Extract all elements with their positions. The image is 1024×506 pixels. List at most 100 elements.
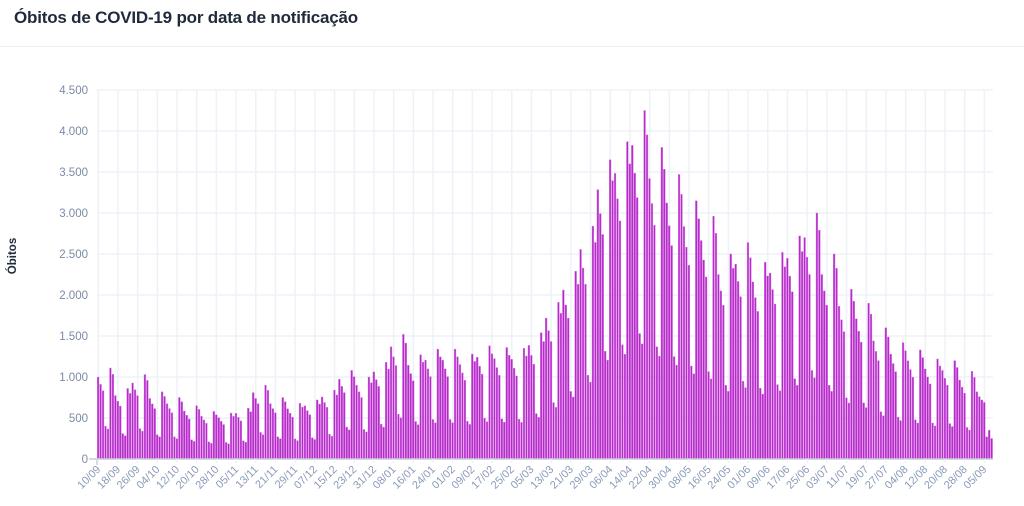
bar	[641, 343, 644, 460]
bar	[200, 415, 203, 460]
bar	[313, 439, 316, 460]
bar	[815, 212, 818, 460]
y-tick-label: 500	[69, 413, 88, 425]
bar	[404, 342, 407, 460]
bar	[350, 370, 353, 460]
bar	[143, 374, 146, 460]
bar	[808, 274, 811, 460]
bar	[717, 274, 720, 460]
bar	[773, 303, 777, 460]
bar	[439, 356, 442, 460]
bar	[737, 281, 740, 460]
bar	[796, 385, 799, 460]
bar	[860, 341, 863, 460]
bar	[414, 421, 417, 460]
bar	[266, 390, 270, 460]
bar	[212, 411, 215, 460]
bar	[591, 225, 594, 460]
bar	[744, 387, 747, 460]
bar	[490, 353, 494, 460]
bar	[367, 376, 370, 460]
bar	[682, 226, 686, 460]
bar	[131, 382, 134, 460]
bar	[343, 392, 346, 460]
bar	[847, 402, 850, 460]
bar	[739, 296, 742, 460]
bar	[764, 262, 767, 460]
bar	[269, 403, 272, 460]
bar	[916, 422, 919, 460]
y-axis: 0 500 1.000 1.500 2.000 2.500 3.000 3.500 4.000 4…	[59, 85, 993, 466]
bar	[921, 357, 924, 460]
bar	[677, 174, 681, 460]
bar	[508, 355, 511, 460]
bar	[165, 403, 169, 460]
bar	[884, 327, 887, 460]
bar	[584, 284, 587, 460]
bar	[897, 416, 900, 460]
bar	[673, 356, 676, 460]
bar	[289, 413, 292, 460]
bar	[225, 442, 228, 460]
bar	[958, 379, 961, 460]
bar	[761, 393, 764, 460]
bar	[599, 213, 602, 460]
bar	[892, 363, 895, 460]
bar	[259, 432, 262, 460]
bar	[791, 291, 794, 460]
bar	[798, 235, 801, 460]
bar	[498, 375, 501, 460]
bar	[609, 159, 612, 460]
bar	[357, 391, 361, 460]
bar	[419, 354, 422, 460]
bar	[690, 365, 693, 460]
bar	[453, 348, 457, 460]
bar	[818, 230, 821, 460]
bar	[210, 443, 213, 460]
bar	[719, 290, 722, 460]
bar	[271, 408, 274, 460]
bar	[988, 430, 991, 460]
bar	[926, 376, 929, 460]
bar	[222, 424, 225, 460]
bar	[660, 147, 663, 460]
bar	[899, 420, 902, 460]
bar	[141, 430, 144, 460]
bar	[559, 313, 562, 460]
bar	[877, 360, 880, 460]
bar	[749, 257, 752, 460]
bar	[129, 393, 132, 460]
bar	[941, 370, 944, 460]
bars	[97, 110, 993, 460]
bar	[365, 431, 368, 460]
bar	[793, 378, 796, 460]
bar	[121, 433, 124, 460]
bar	[532, 364, 535, 460]
bar	[919, 349, 922, 460]
bar	[668, 225, 671, 460]
bar	[869, 313, 873, 460]
bar	[670, 245, 673, 460]
bar	[734, 263, 737, 460]
bar	[220, 421, 223, 460]
bar	[372, 371, 375, 460]
bar	[104, 426, 107, 460]
bar	[707, 371, 710, 460]
bar	[852, 300, 855, 460]
bar	[845, 397, 848, 460]
bar	[466, 420, 469, 460]
bar	[929, 383, 932, 460]
bar	[697, 218, 700, 460]
bar	[387, 368, 390, 460]
bar	[252, 392, 255, 460]
bar	[446, 376, 449, 460]
bar	[658, 355, 661, 460]
bar	[938, 365, 942, 460]
bar	[946, 385, 949, 460]
y-tick-label: 3.000	[59, 208, 88, 220]
bar	[325, 407, 329, 460]
bar	[458, 364, 462, 460]
bar	[953, 360, 956, 460]
bar	[97, 376, 100, 460]
bar	[449, 419, 452, 460]
